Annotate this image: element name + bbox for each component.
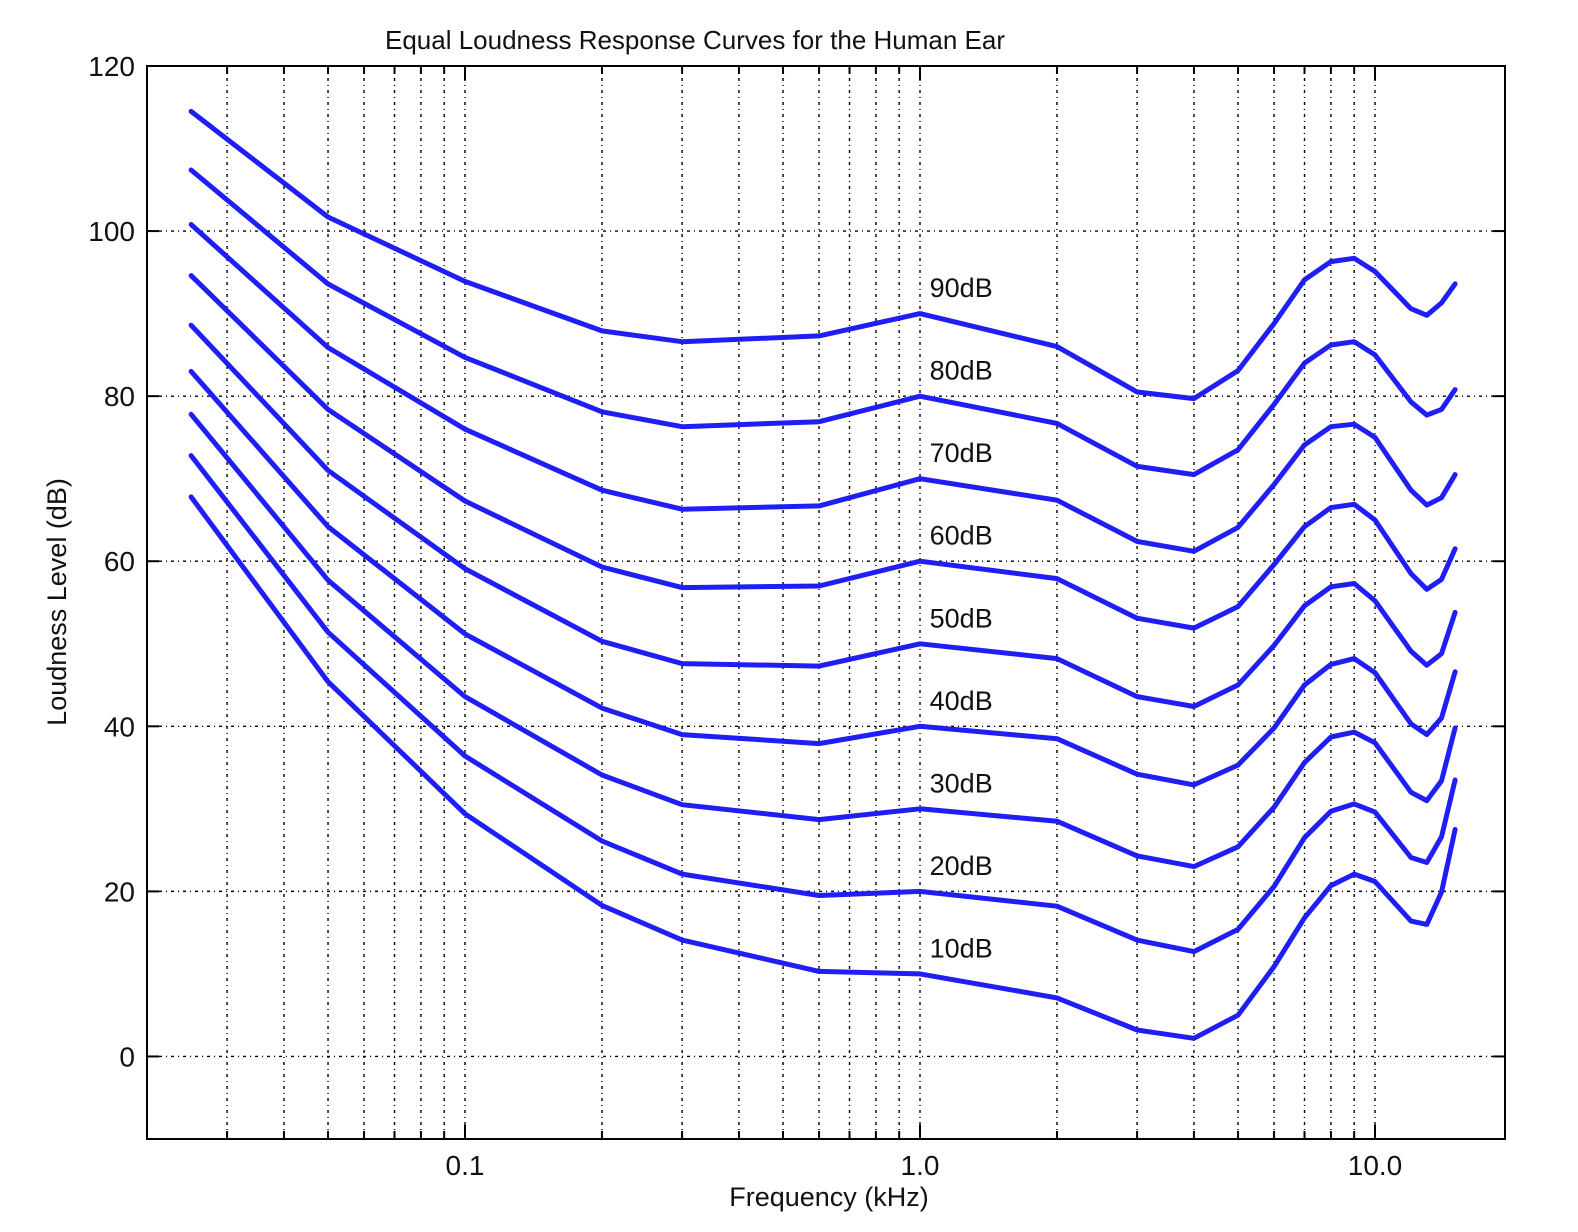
series-line-20dB bbox=[188, 453, 1458, 955]
y-tick-label: 100 bbox=[88, 216, 135, 247]
y-tick-label: 20 bbox=[104, 876, 135, 907]
x-tick-label: 10.0 bbox=[1348, 1150, 1403, 1181]
series-line-50dB bbox=[188, 322, 1458, 709]
y-tick-label: 60 bbox=[104, 546, 135, 577]
series-line-10dB bbox=[188, 494, 1458, 1041]
x-tick-label: 0.1 bbox=[446, 1150, 485, 1181]
series-line-80dB bbox=[188, 167, 1458, 478]
axis-ticks: 0 20 40 60 80 100 120 0.1 1.0 10.0 bbox=[88, 51, 1505, 1181]
series-lines bbox=[188, 108, 1458, 1041]
series-line-70dB bbox=[188, 222, 1458, 554]
curve-label-10dB: 10dB bbox=[930, 933, 993, 963]
x-tick-label: 1.0 bbox=[901, 1150, 940, 1181]
curve-labels: 90dB 80dB 70dB 60dB 50dB 40dB 30dB 20dB 10dB bbox=[930, 273, 993, 963]
curve-label-50dB: 50dB bbox=[930, 603, 993, 633]
x-axis-label: Frequency (kHz) bbox=[729, 1182, 929, 1212]
y-tick-label: 120 bbox=[88, 51, 135, 82]
series-line-90dB bbox=[188, 108, 1458, 402]
y-tick-label: 0 bbox=[119, 1041, 135, 1072]
y-axis-label: Loudness Level (dB) bbox=[42, 478, 72, 726]
curve-label-20dB: 20dB bbox=[930, 851, 993, 881]
curve-label-60dB: 60dB bbox=[930, 521, 993, 551]
y-tick-label: 40 bbox=[104, 711, 135, 742]
curve-label-40dB: 40dB bbox=[930, 686, 993, 716]
curve-label-80dB: 80dB bbox=[930, 356, 993, 386]
curve-label-30dB: 30dB bbox=[930, 768, 993, 798]
y-tick-label: 80 bbox=[104, 381, 135, 412]
plot-frame bbox=[146, 65, 1506, 1140]
curve-label-90dB: 90dB bbox=[930, 273, 993, 303]
chart-title: Equal Loudness Response Curves for the H… bbox=[385, 25, 1005, 55]
curve-label-70dB: 70dB bbox=[930, 438, 993, 468]
series-line-30dB bbox=[188, 411, 1458, 870]
series-line-40dB bbox=[188, 368, 1458, 788]
series-line-60dB bbox=[188, 273, 1458, 631]
